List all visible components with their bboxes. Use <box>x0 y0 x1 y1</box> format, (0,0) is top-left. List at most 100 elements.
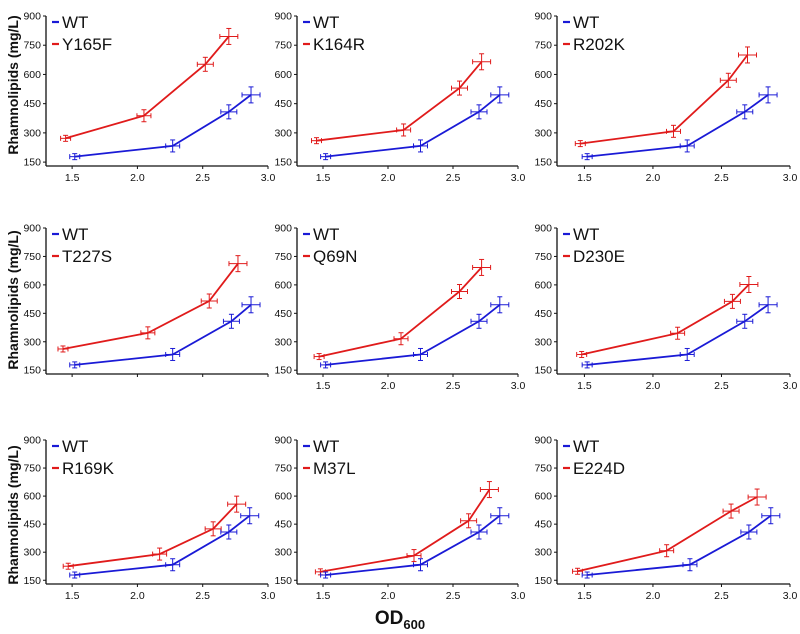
chart-panel-3: 150 300 450 600 750 900 1.5 2.0 2.5 3.0 WT R202K <box>534 11 797 185</box>
series-line-wt <box>325 514 501 576</box>
series-line-mutant <box>62 263 239 350</box>
data-point-wt <box>581 361 593 369</box>
x-tick-label: 2.5 <box>714 380 729 392</box>
data-point-mutant <box>472 258 492 276</box>
data-point-mutant <box>136 109 152 123</box>
x-tick-label: 2.0 <box>381 590 396 602</box>
data-point-wt <box>240 507 260 525</box>
series-line-mutant <box>65 35 230 140</box>
y-tick-label: 450 <box>534 519 552 531</box>
legend-label-wt: WT <box>62 437 88 456</box>
data-point-mutant <box>738 46 758 64</box>
series-line-wt <box>74 514 251 576</box>
data-point-wt <box>470 104 488 120</box>
y-tick-label: 450 <box>534 98 552 110</box>
x-tick-label: 2.5 <box>446 380 461 392</box>
legend-label-mutant: E224D <box>573 459 625 478</box>
legend-label-wt: WT <box>573 13 599 32</box>
data-point-mutant <box>227 495 247 513</box>
y-axis-label-row-1: Rhamnolipids (mg/L) <box>5 15 21 154</box>
x-axis-label-subscript: 600 <box>403 617 425 632</box>
y-tick-label: 750 <box>23 251 41 263</box>
data-point-wt <box>241 296 261 314</box>
y-tick-label: 150 <box>274 157 292 169</box>
data-point-wt <box>490 86 510 104</box>
x-tick-label: 2.5 <box>195 590 210 602</box>
y-tick-label: 450 <box>23 98 41 110</box>
data-point-mutant <box>200 293 218 309</box>
y-tick-label: 150 <box>23 157 41 169</box>
y-tick-label: 750 <box>274 463 292 475</box>
series-line-mutant <box>320 489 491 573</box>
y-tick-label: 150 <box>23 575 41 587</box>
y-tick-label: 600 <box>274 279 292 291</box>
x-tick-label: 2.0 <box>130 172 145 184</box>
series-line-wt <box>74 304 252 366</box>
chart-panel-2: 150 300 450 600 750 900 1.5 2.0 2.5 3.0 WT K164R <box>274 11 525 185</box>
y-tick-label: 900 <box>274 11 292 23</box>
data-point-mutant <box>747 488 767 506</box>
chart-panel-9: 150 300 450 600 750 900 1.5 2.0 2.5 3.0 WT E224D <box>534 435 797 603</box>
x-tick-label: 1.5 <box>577 172 592 184</box>
data-point-wt <box>758 86 778 104</box>
x-tick-label: 1.5 <box>316 380 331 392</box>
data-point-mutant <box>313 353 325 361</box>
legend-label-mutant: Q69N <box>313 247 357 266</box>
legend-label-wt: WT <box>313 13 339 32</box>
x-tick-label: 2.5 <box>195 172 210 184</box>
y-tick-label: 300 <box>274 547 292 559</box>
data-point-mutant <box>572 567 584 575</box>
x-tick-label: 3.0 <box>261 590 276 602</box>
y-tick-label: 300 <box>274 127 292 139</box>
y-tick-label: 900 <box>274 223 292 235</box>
legend-label-mutant: D230E <box>573 247 625 266</box>
data-point-wt <box>758 296 778 314</box>
series-line-mutant <box>580 54 749 145</box>
y-tick-label: 750 <box>534 463 552 475</box>
x-tick-label: 2.0 <box>130 590 145 602</box>
data-point-mutant <box>140 326 156 340</box>
data-point-mutant <box>659 544 675 558</box>
y-tick-label: 750 <box>534 40 552 52</box>
y-tick-label: 300 <box>534 547 552 559</box>
data-point-mutant <box>451 80 468 96</box>
y-tick-label: 150 <box>534 365 552 377</box>
y-tick-label: 750 <box>274 251 292 263</box>
y-tick-label: 900 <box>23 11 41 23</box>
y-tick-label: 900 <box>534 11 552 23</box>
series-line-wt <box>587 94 769 158</box>
y-tick-label: 450 <box>274 308 292 320</box>
y-tick-label: 750 <box>274 40 292 52</box>
series-line-mutant <box>581 283 750 356</box>
x-tick-label: 3.0 <box>783 172 798 184</box>
y-tick-label: 600 <box>23 69 41 81</box>
series-line-wt <box>587 304 769 366</box>
x-tick-label: 2.5 <box>714 172 729 184</box>
data-point-wt <box>470 313 488 329</box>
data-point-mutant <box>311 137 322 145</box>
y-tick-label: 600 <box>274 69 292 81</box>
y-tick-label: 450 <box>23 519 41 531</box>
data-point-mutant <box>393 332 409 346</box>
legend-label-mutant: K164R <box>313 35 365 54</box>
data-point-wt <box>320 571 332 579</box>
data-point-wt <box>241 86 261 104</box>
y-tick-label: 300 <box>23 127 41 139</box>
x-tick-label: 1.5 <box>65 172 80 184</box>
data-point-wt <box>69 153 81 161</box>
x-tick-label: 1.5 <box>316 590 331 602</box>
y-tick-label: 450 <box>274 519 292 531</box>
data-point-wt <box>413 347 428 361</box>
data-point-wt <box>220 524 238 540</box>
y-tick-label: 300 <box>274 336 292 348</box>
y-tick-label: 300 <box>23 547 41 559</box>
y-tick-label: 450 <box>534 308 552 320</box>
data-point-mutant <box>57 345 69 353</box>
data-point-wt <box>69 571 81 579</box>
y-tick-label: 900 <box>534 223 552 235</box>
x-tick-label: 1.5 <box>577 590 592 602</box>
legend-label-wt: WT <box>313 437 339 456</box>
y-axis-label-row-3: Rhamnolipids (mg/L) <box>5 445 21 584</box>
x-axis-label-main: OD <box>375 608 404 629</box>
